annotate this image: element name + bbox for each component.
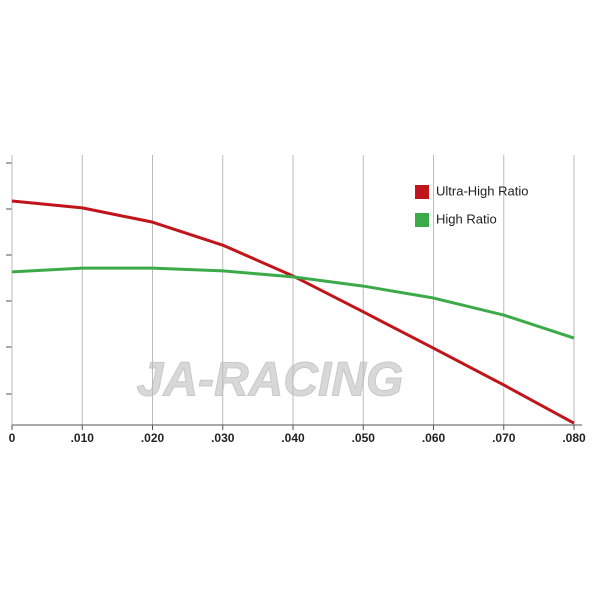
legend-swatch <box>415 185 429 199</box>
legend-label: Ultra-High Ratio <box>436 183 528 198</box>
series-line <box>11 266 575 340</box>
x-tick-label: .010 <box>71 431 95 445</box>
x-tick-label: .040 <box>281 431 305 445</box>
x-tick-label: .060 <box>422 431 446 445</box>
x-tick-label: .080 <box>562 431 586 445</box>
x-tick-label: .030 <box>211 431 235 445</box>
watermark: JA-RACING <box>137 354 404 407</box>
x-tick-label: 0 <box>9 431 16 445</box>
x-tick-label: .050 <box>352 431 376 445</box>
x-tick-label: .070 <box>492 431 516 445</box>
x-tick-label: .020 <box>141 431 165 445</box>
legend-swatch <box>415 213 429 227</box>
y-axis-ticks <box>6 155 13 425</box>
legend-label: High Ratio <box>436 211 497 226</box>
